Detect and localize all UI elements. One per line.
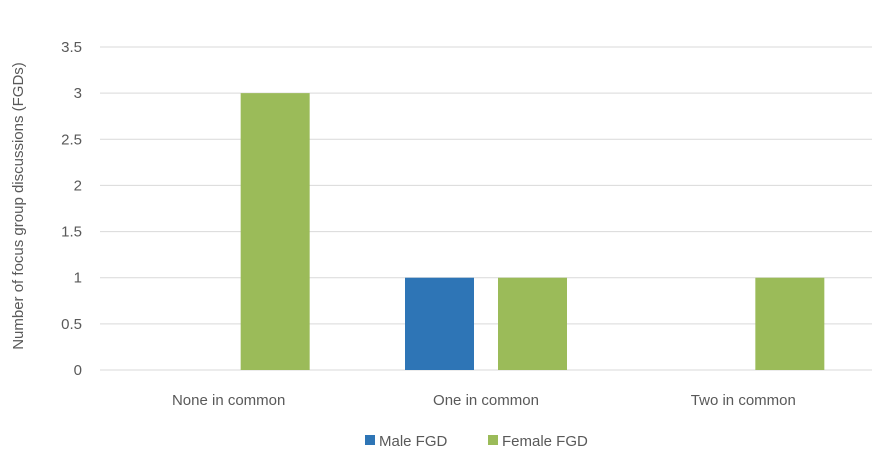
legend: Male FGD Female FGD <box>365 433 588 450</box>
bar-female-fgd-two-in-common <box>755 277 825 370</box>
bar-male-fgd-one-in-common <box>405 277 474 370</box>
y-tick-label: 1 <box>74 270 82 287</box>
x-axis-category-labels: None in common One in common Two in common <box>172 392 796 409</box>
y-tick-label: 2.5 <box>61 131 82 148</box>
y-tick-label: 3 <box>74 85 82 102</box>
legend-label: Male FGD <box>379 433 448 450</box>
x-category-label: None in common <box>172 392 285 409</box>
legend-swatch <box>365 435 375 445</box>
y-tick-label: 2 <box>74 177 82 194</box>
legend-swatch <box>488 435 498 445</box>
y-tick-label: 1.5 <box>61 224 82 241</box>
y-axis-title: Number of focus group discussions (FGDs) <box>10 62 27 350</box>
x-category-label: Two in common <box>691 392 796 409</box>
legend-label: Female FGD <box>502 433 588 450</box>
y-tick-label: 3.5 <box>61 39 82 56</box>
bar-female-fgd-one-in-common <box>498 277 567 370</box>
y-tick-label: 0.5 <box>61 316 82 333</box>
y-tick-label: 0 <box>74 362 82 379</box>
bar-female-fgd-none-in-common <box>240 93 310 371</box>
bars <box>240 93 825 371</box>
x-category-label: One in common <box>433 392 539 409</box>
y-axis-tick-labels: 0 0.5 1 1.5 2 2.5 3 3.5 <box>61 39 82 379</box>
gridlines <box>100 46 872 371</box>
